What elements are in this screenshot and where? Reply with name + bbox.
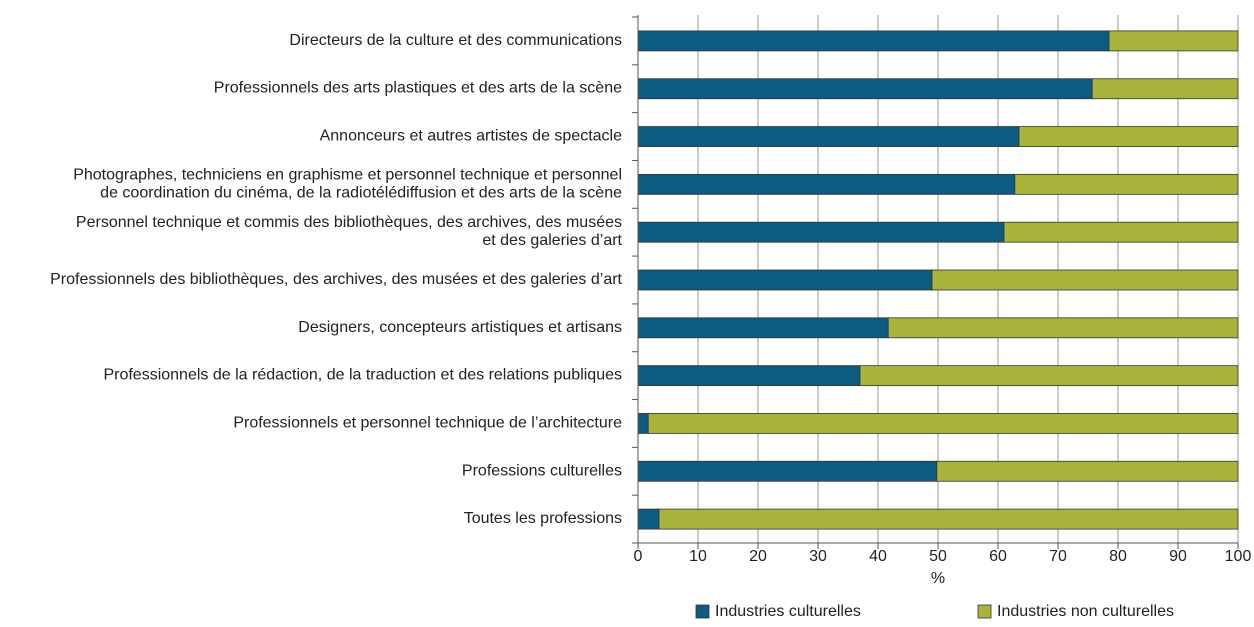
bar-segment (859, 365, 1239, 387)
legend-swatch (695, 604, 710, 619)
bar-segment (1014, 173, 1239, 195)
bar-segment (637, 126, 1020, 147)
bar-segment (1108, 30, 1239, 52)
bar-segment (637, 30, 1110, 52)
bar-segment (1003, 221, 1239, 243)
x-tick-label: 10 (689, 548, 707, 565)
x-tick-label: 30 (809, 548, 827, 565)
x-tick-label: 20 (749, 548, 767, 565)
legend-label: Industries non culturelles (997, 603, 1174, 620)
y-tick-label: Professionnels et personnel technique de… (233, 415, 622, 432)
x-tick-label: 90 (1169, 548, 1187, 565)
x-axis-label: % (931, 570, 945, 587)
y-tick-label: Personnel technique et commis des biblio… (76, 214, 623, 249)
bar-segment (658, 508, 1239, 530)
x-tick-label: 40 (869, 548, 887, 565)
bar-segment (637, 413, 649, 434)
bar-segment (931, 269, 1239, 291)
bar-segment (637, 78, 1093, 100)
bar-segment (936, 460, 1239, 482)
bar-segment (887, 317, 1239, 339)
bar-segment (637, 221, 1005, 243)
y-tick-label: Annonceurs et autres artistes de spectac… (320, 128, 622, 145)
bar-segment (637, 173, 1016, 195)
legend-label: Industries culturelles (715, 603, 861, 620)
x-tick-label: 0 (634, 548, 643, 565)
bar-segment (1091, 78, 1239, 100)
legend-swatch (977, 604, 992, 619)
x-tick-label: 70 (1049, 548, 1067, 565)
bar-segment (647, 413, 1239, 434)
bar-segment (637, 460, 938, 482)
x-tick-label: 80 (1109, 548, 1127, 565)
bar-segment (637, 317, 889, 339)
bar-segment (637, 365, 861, 387)
y-tick-label: Professionnels des bibliothèques, des ar… (50, 271, 622, 288)
bar-segment (1018, 126, 1239, 147)
y-tick-label: Toutes les professions (464, 510, 622, 527)
x-tick-label: 100 (1225, 548, 1252, 565)
y-tick-label: Professionnels des arts plastiques et de… (214, 80, 622, 97)
bar-segment (637, 269, 933, 291)
y-tick-label: Professionnels de la rédaction, de la tr… (103, 367, 622, 384)
x-tick-label: 60 (989, 548, 1007, 565)
y-tick-label: Designers, concepteurs artistiques et ar… (298, 319, 622, 336)
y-tick-label: Directeurs de la culture et des communic… (289, 32, 622, 49)
y-tick-label: Photographes, techniciens en graphisme e… (73, 167, 622, 202)
axes: 0 10 20 30 40 50 60 70 80 90 100 Directeurs de la c… (50, 15, 1251, 565)
bar-segment (637, 508, 660, 530)
y-tick-label: Professions culturelles (462, 462, 622, 479)
bars (637, 30, 1239, 530)
x-tick-label: 50 (929, 548, 947, 565)
